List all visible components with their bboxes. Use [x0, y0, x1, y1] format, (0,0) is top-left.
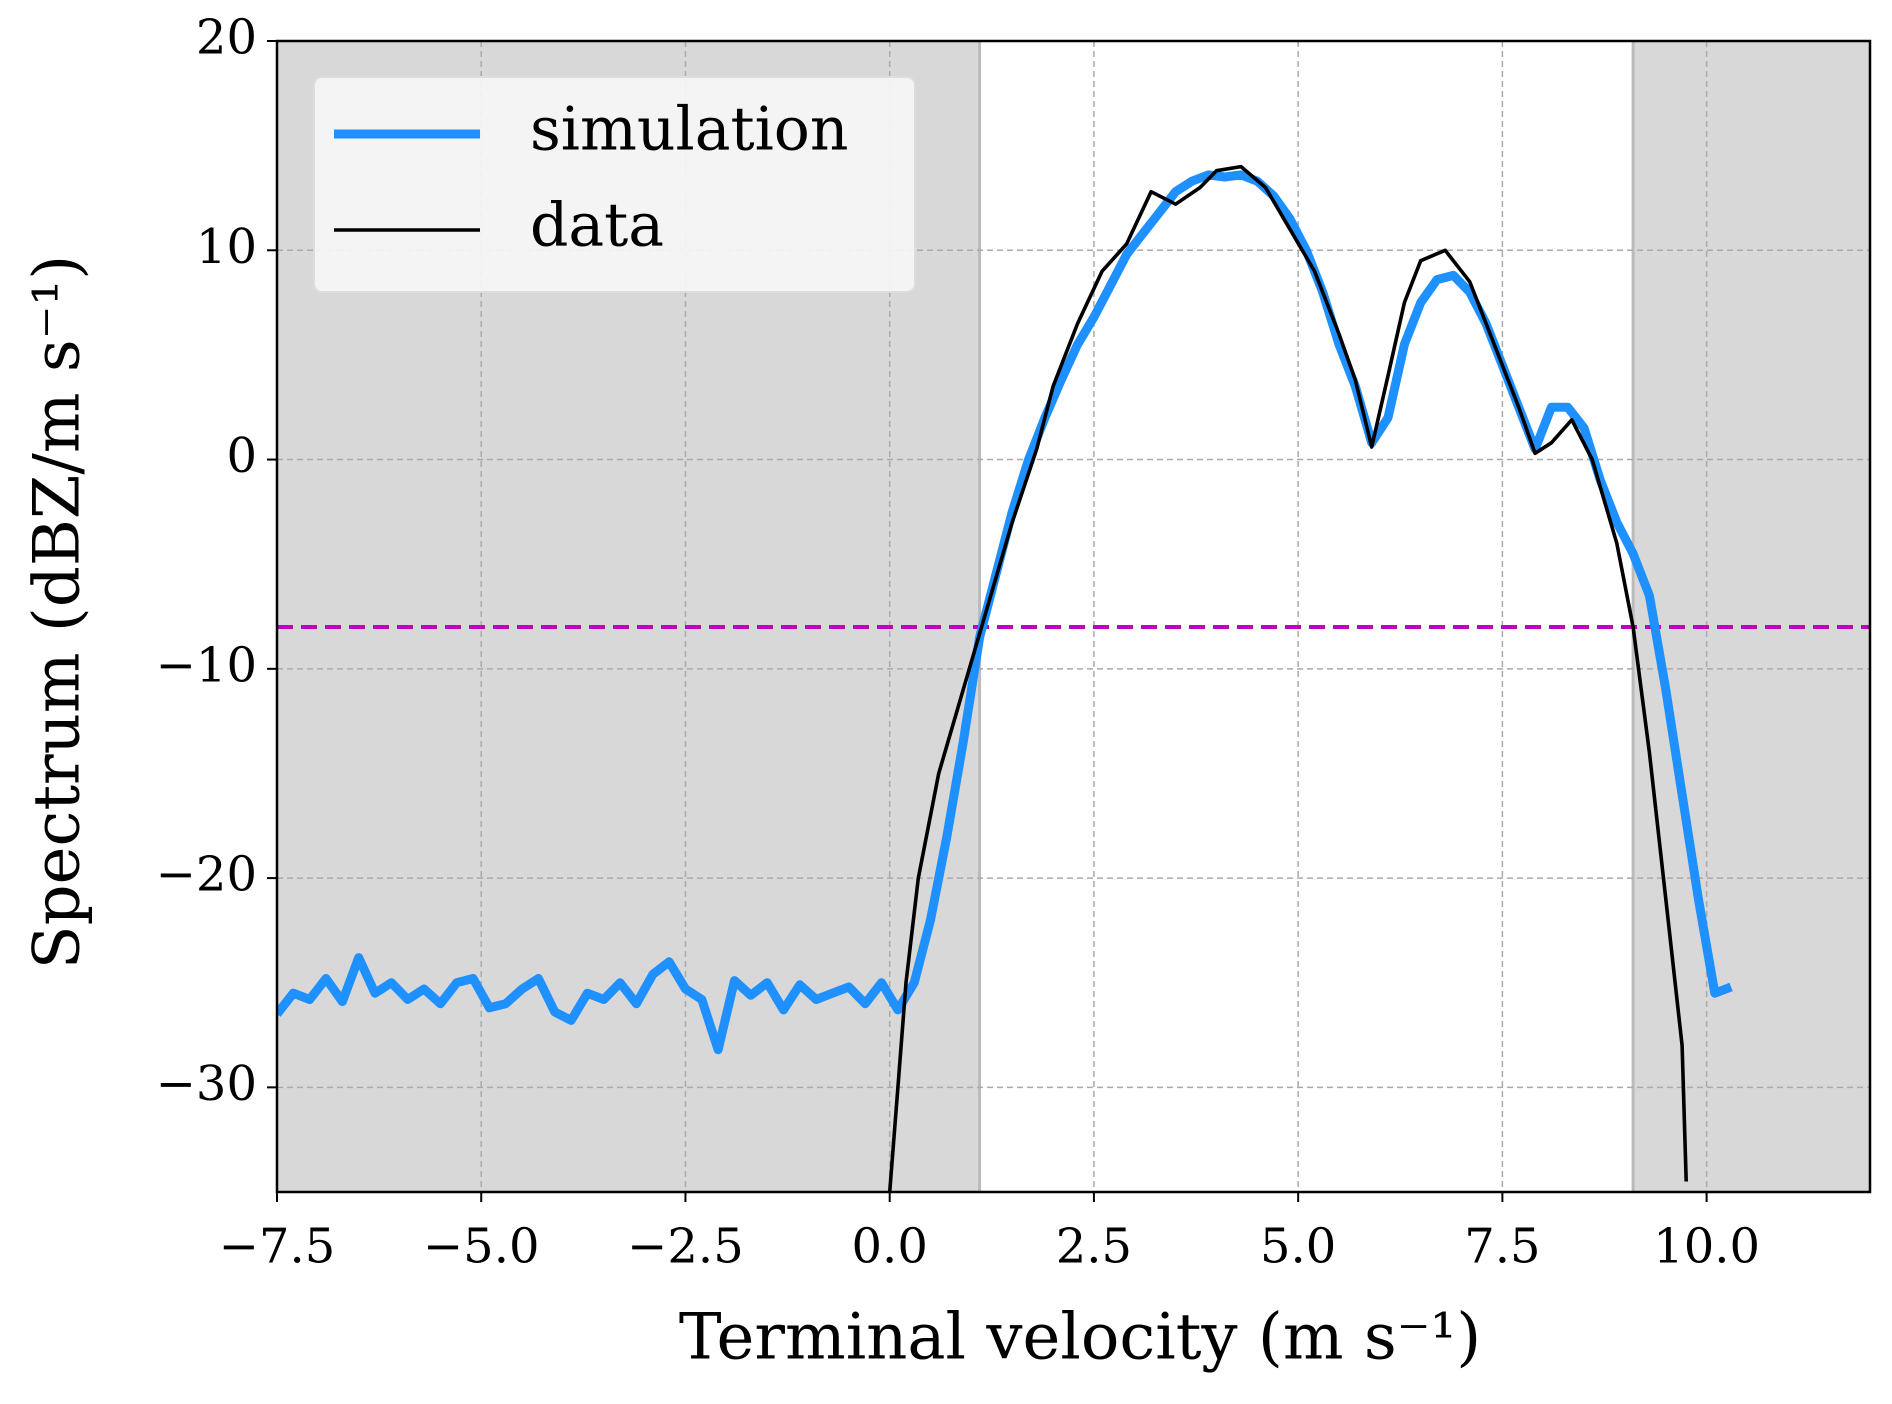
y-tick-label: 0	[226, 428, 257, 484]
x-tick-label: 10.0	[1653, 1219, 1760, 1275]
y-tick-label: 10	[196, 219, 257, 275]
x-tick-label: 0.0	[852, 1219, 928, 1275]
x-tick-label: −5.0	[423, 1219, 540, 1275]
shaded-region	[1633, 41, 1870, 1192]
x-tick-label: 7.5	[1464, 1219, 1540, 1275]
y-tick-label: −30	[156, 1056, 257, 1112]
series-line	[887, 164, 1688, 1192]
y-tick-label: −10	[156, 637, 257, 693]
x-axis-label: Terminal velocity (m s⁻¹)	[679, 1301, 1481, 1375]
x-tick-label: −7.5	[219, 1219, 336, 1275]
legend-label: simulation	[530, 95, 849, 165]
y-tick-label: 20	[196, 10, 257, 66]
x-tick-label: 2.5	[1056, 1219, 1132, 1275]
plot-frame	[275, 39, 1872, 1194]
legend-label: data	[530, 191, 664, 261]
y-axis-label: Spectrum (dBZ/m s⁻¹)	[21, 255, 95, 969]
x-tick-label: −2.5	[627, 1219, 744, 1275]
x-tick-label: 5.0	[1260, 1219, 1336, 1275]
y-tick-label: −20	[156, 847, 257, 903]
